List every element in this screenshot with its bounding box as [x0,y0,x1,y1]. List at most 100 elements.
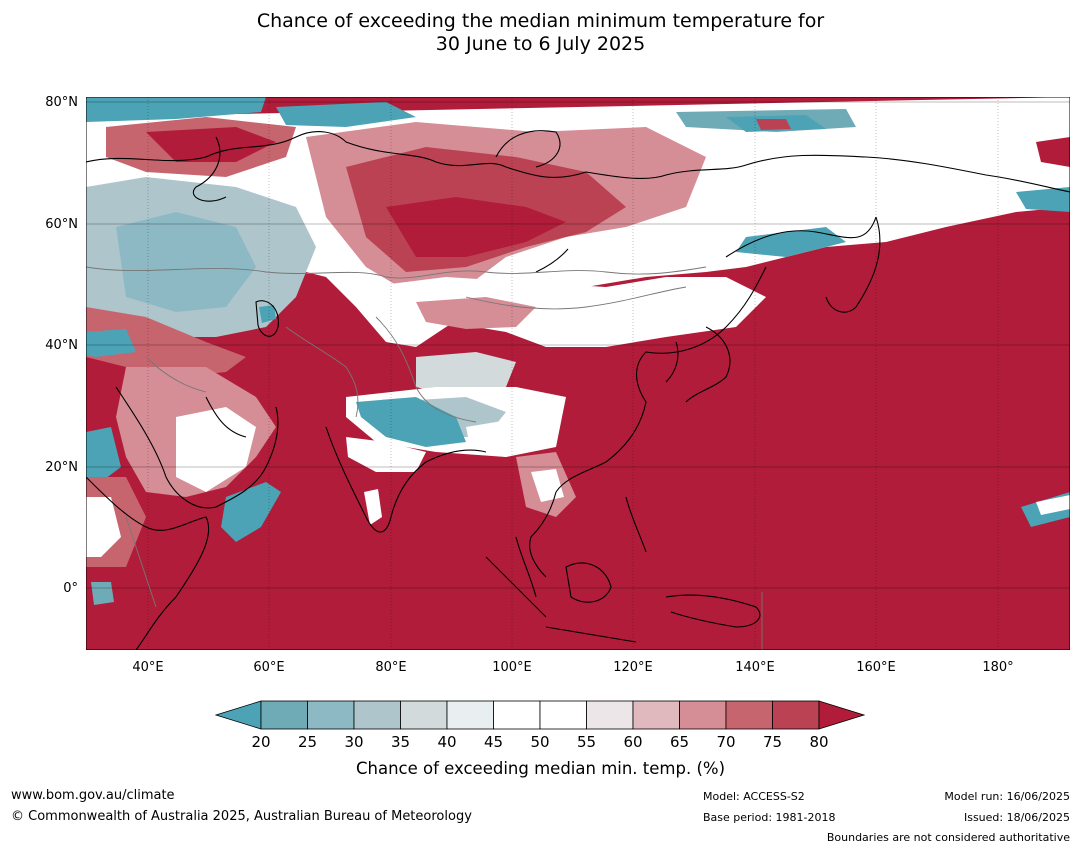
colorbar-bin [772,700,820,730]
coast-kamchatka [825,216,881,313]
graticule [86,97,1070,650]
caspian-cool [259,305,276,323]
lon-label-180: 180° [982,660,1014,675]
coast-india [325,426,487,533]
copyright-text: © Commonwealth of Australia 2025, Austra… [11,809,472,824]
colorbar-tick-label: 35 [390,733,411,751]
border-russia-south [86,266,707,279]
lat-label-0: 0° [63,581,78,596]
coast-sumatra [485,556,547,618]
lon-label-120e: 120°E [613,660,653,675]
coast-new-guinea [665,594,761,628]
colorbar-bin [493,700,541,730]
coast-philippines [625,496,647,553]
colorbar-bin [539,700,587,730]
coast-baikal [535,248,569,273]
lon-label-80e: 80°E [375,660,407,675]
colorbar-tick-label: 45 [483,733,504,751]
map-canvas [86,97,1070,650]
issued-text: Issued: 18/06/2025 [963,811,1070,824]
coast-malay [515,536,537,598]
coast-persian-gulf [205,396,247,438]
colorbar-bin [400,700,448,730]
border-africa [125,516,157,608]
colorbar-bin [679,700,727,730]
central-asia-neutral [366,277,766,347]
colorbar-tick-label: 70 [716,733,736,751]
coast-okhotsk [725,216,877,258]
arabia-neutral [176,407,256,492]
lon-label-40e: 40°E [132,660,164,675]
coast-east-asia [555,266,767,493]
colorbar [215,700,865,730]
coast-borneo [565,562,612,603]
kara-cool [276,102,416,127]
colorbar-tick-label: 30 [344,733,364,751]
west-eurasia-cool-core [116,212,256,312]
colorbar-bin [725,700,773,730]
colorbar-tick-label: 60 [623,733,643,751]
coast-caspian [255,300,279,337]
colorbar-bin [260,700,308,730]
model-run-text: Model run: 16/06/2025 [944,790,1070,803]
colorbar-tick-label: 55 [576,733,597,751]
coast-siberia-north [345,141,1070,193]
coast-indochina [529,491,557,578]
east-africa-cool [91,582,114,605]
lon-label-60e: 60°E [253,660,285,675]
website-link[interactable]: www.bom.gov.au/climate [11,788,175,803]
barents-cool [86,97,266,122]
lat-label-20n: 20°N [45,460,78,475]
colorbar-tick-label: 25 [297,733,318,751]
title-line-1: Chance of exceeding the median minimum t… [256,10,825,32]
colorbar-bin [307,700,355,730]
lat-label-40n: 40°N [45,338,78,353]
colorbar-tick-label: 40 [437,733,457,751]
coast-scandinavia [193,136,227,202]
lat-label-80n: 80°N [45,95,78,110]
colorbar-bin [586,700,634,730]
probability-map [86,97,1070,650]
west-china-cool [416,352,516,397]
boundaries-note: Boundaries are not considered authoritat… [826,831,1070,844]
coast-arabia [115,386,279,509]
coast-korea [665,341,679,383]
lon-label-100e: 100°E [492,660,532,675]
coast-japan [685,326,731,403]
south-india-neutral [364,489,382,525]
east-africa-white [86,497,121,557]
colorbar-tick-label: 80 [809,733,829,751]
pacific-neutral [1036,495,1070,515]
lon-label-160e: 160°E [856,660,896,675]
lon-label-140e: 140°E [735,660,775,675]
coast-java [545,626,637,643]
colorbar-tick-label: 65 [669,733,690,751]
model-text: Model: ACCESS-S2 [703,790,805,803]
chart-title: Chance of exceeding the median minimum t… [0,10,1081,56]
horn-africa-cool [221,482,281,542]
russia-hot-centre [386,197,566,257]
chukchi-cool [1016,187,1070,212]
okhotsk-cool [736,227,846,257]
colorbar-extend-high [818,700,865,730]
lat-label-60n: 60°N [45,217,78,232]
coast-taymyr [495,130,561,168]
title-line-2: 30 June to 6 July 2025 [435,33,646,55]
europe-south-warm [86,307,246,377]
coastlines [86,130,1070,650]
border-middle-east [145,356,207,393]
scandinavia-hot [146,127,276,162]
border-central-asia [285,326,359,418]
black-sea-cool [86,329,136,357]
colorbar-tick-label: 75 [762,733,783,751]
colorbar-extend-low [215,700,262,730]
colorbar-bin [446,700,494,730]
coast-africa-east [86,476,210,650]
colorbar-tick-label: 50 [530,733,550,751]
colorbar-bin [632,700,680,730]
country-borders [86,266,763,650]
border-china-west [375,316,477,423]
far-north-east-warm [756,119,791,130]
colorbar-bin [353,700,401,730]
border-china-mongolia [465,286,687,310]
